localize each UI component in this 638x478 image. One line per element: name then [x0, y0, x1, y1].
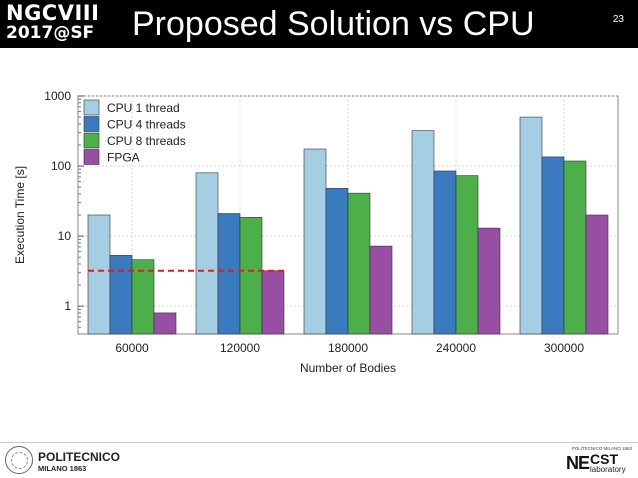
slide-header: NGCVIII 2017@SF Proposed Solution vs CPU… [0, 0, 638, 48]
bar-cpu-8-threads [131, 259, 155, 335]
bar-cpu-8-threads [455, 175, 479, 335]
bar-cpu-1-thread [303, 148, 327, 335]
y-axis-label: Execution Time [s] [13, 166, 27, 264]
bar-cpu-8-threads [563, 160, 587, 335]
bar-fpga [477, 227, 501, 335]
x-axis-label: Number of Bodies [300, 361, 396, 375]
footer-divider [0, 442, 638, 443]
legend-label: CPU 8 threads [107, 134, 186, 148]
x-tick-label: 120000 [220, 341, 260, 355]
legend-swatch [83, 116, 100, 132]
polimi-seal-icon [5, 446, 33, 474]
polimi-name: POLITECNICO [38, 450, 121, 464]
y-tick-label: 100 [51, 159, 71, 173]
x-tick-label: 60000 [115, 341, 149, 355]
bar-cpu-4-threads [109, 255, 133, 335]
logo-line-2: 2017@SF [6, 23, 95, 43]
x-tick-label: 300000 [544, 341, 584, 355]
y-tick-label: 10 [58, 229, 72, 243]
necst-lab: laboratory [590, 465, 626, 474]
page-number: 23 [612, 14, 624, 25]
legend-swatch [83, 132, 100, 149]
bar-cpu-4-threads [433, 170, 457, 335]
legend: CPU 1 thread CPU 4 threads CPU 8 threads FP… [83, 99, 186, 165]
necst-top-text: POLITECNICO MILANO 1863 [571, 446, 632, 451]
legend-label: FPGA [107, 151, 140, 165]
bar-cpu-8-threads [239, 217, 263, 335]
y-tick-label: 1 [64, 299, 71, 313]
bar-cpu-4-threads [325, 188, 349, 335]
necst-logo: POLITECNICO MILANO 1863 NE CST laborator… [562, 446, 632, 478]
polimi-city: MILANO 1863 [38, 464, 87, 473]
axes: 1 10 100 1000 60000 120000 180000 240000 300000 [44, 89, 584, 355]
necst-cst: CST [590, 451, 618, 467]
legend-swatch [83, 149, 100, 165]
polimi-logo: POLITECNICO MILANO 1863 [5, 446, 205, 476]
x-tick-label: 240000 [436, 341, 476, 355]
bar-cpu-4-threads [541, 156, 565, 335]
necst-ne: NE [566, 453, 590, 473]
bar-fpga [261, 270, 285, 335]
bars [87, 116, 609, 335]
legend-swatch [83, 99, 100, 116]
bar-fpga [153, 312, 177, 335]
bar-cpu-1-thread [411, 130, 435, 335]
bar-cpu-1-thread [519, 116, 543, 335]
slide-title: Proposed Solution vs CPU [132, 5, 535, 43]
x-tick-label: 180000 [328, 341, 368, 355]
bar-cpu-1-thread [195, 172, 219, 335]
bar-fpga [585, 214, 609, 335]
logo-line-1: NGCVIII [6, 1, 100, 25]
bar-fpga [369, 245, 393, 335]
legend-label: CPU 4 threads [107, 118, 186, 132]
legend-label: CPU 1 thread [107, 101, 180, 115]
bar-cpu-4-threads [217, 213, 241, 335]
y-tick-label: 1000 [44, 89, 71, 103]
bar-cpu-8-threads [347, 192, 371, 335]
bar-cpu-1-thread [87, 214, 111, 335]
ngc-logo: NGCVIII 2017@SF [6, 1, 100, 44]
